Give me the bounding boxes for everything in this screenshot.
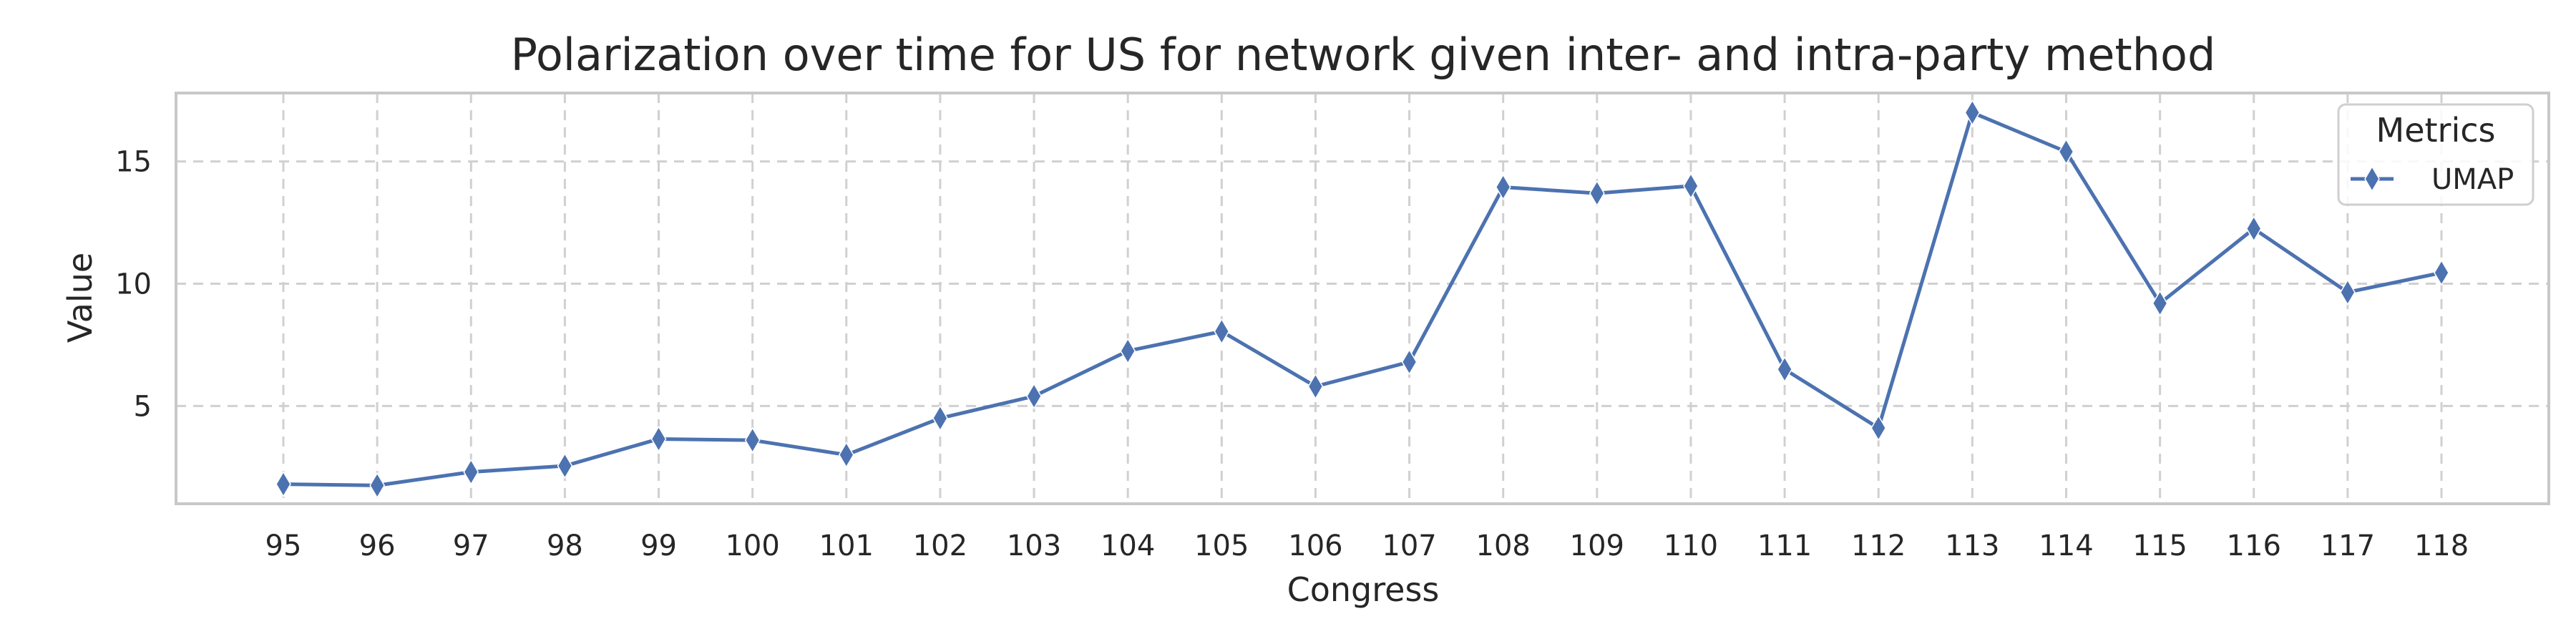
data-point	[1214, 318, 1230, 345]
series-line-umap	[283, 110, 2442, 487]
x-tick-label: 114	[2039, 530, 2093, 562]
data-point	[1870, 414, 1887, 441]
series-layer	[275, 99, 2449, 499]
chart-title: Polarization over time for US for networ…	[511, 29, 2216, 81]
x-tick-label: 115	[2132, 530, 2187, 562]
y-tick-label: 15	[115, 146, 152, 179]
x-tick-label: 117	[2321, 530, 2375, 562]
x-axis-ticks: 95 96 97 98 99 100 101 102 103 104 105 106 107 108 109…	[265, 530, 2469, 562]
x-tick-label: 100	[725, 530, 779, 562]
y-axis-label: Value	[61, 253, 99, 343]
x-tick-label: 106	[1288, 530, 1342, 562]
x-tick-label: 112	[1851, 530, 1906, 562]
data-point	[369, 472, 386, 499]
data-point	[1120, 337, 1136, 364]
data-point	[2058, 138, 2074, 165]
x-tick-label: 113	[1945, 530, 1999, 562]
x-tick-label: 96	[359, 530, 396, 562]
grid-lines	[176, 93, 2549, 504]
x-tick-label: 101	[819, 530, 874, 562]
x-tick-label: 118	[2414, 530, 2469, 562]
data-point	[557, 452, 573, 479]
x-tick-label: 95	[265, 530, 302, 562]
data-point	[650, 425, 667, 452]
x-tick-label: 99	[640, 530, 677, 562]
data-point	[1307, 373, 1324, 400]
x-tick-label: 109	[1570, 530, 1624, 562]
x-tick-label: 102	[913, 530, 967, 562]
data-point	[1495, 174, 1511, 201]
x-tick-label: 104	[1101, 530, 1155, 562]
data-point	[2245, 215, 2262, 243]
data-point	[1589, 180, 1605, 207]
x-tick-label: 105	[1194, 530, 1249, 562]
plot-area-frame	[175, 92, 2550, 505]
x-tick-label: 116	[2227, 530, 2281, 562]
data-point	[1026, 383, 1042, 410]
data-point	[1777, 356, 1792, 383]
y-tick-label: 10	[115, 268, 152, 301]
legend-umap-label: UMAP	[2431, 163, 2514, 196]
x-tick-label: 107	[1382, 530, 1436, 562]
x-tick-label: 108	[1476, 530, 1531, 562]
data-point	[2152, 290, 2168, 317]
data-point	[838, 441, 854, 469]
legend: Metrics UMAP	[2337, 103, 2534, 206]
x-tick-label: 98	[547, 530, 583, 562]
data-point	[1964, 99, 1981, 126]
x-axis-label: Congress	[1287, 570, 1440, 609]
y-axis-ticks: 5 10 15	[115, 146, 152, 424]
x-tick-label: 103	[1007, 530, 1061, 562]
data-point	[744, 426, 761, 454]
legend-umap-marker	[2364, 165, 2380, 192]
data-point	[1683, 172, 1699, 200]
legend-title: Metrics	[2376, 111, 2496, 150]
data-point	[932, 404, 948, 431]
y-tick-label: 5	[134, 390, 152, 423]
data-point	[275, 471, 291, 498]
data-point	[463, 459, 479, 486]
x-tick-label: 110	[1664, 530, 1718, 562]
x-tick-label: 111	[1757, 530, 1812, 562]
x-tick-label: 97	[453, 530, 489, 562]
data-point	[1401, 348, 1418, 376]
data-point	[2434, 259, 2449, 286]
data-point	[2339, 278, 2356, 306]
